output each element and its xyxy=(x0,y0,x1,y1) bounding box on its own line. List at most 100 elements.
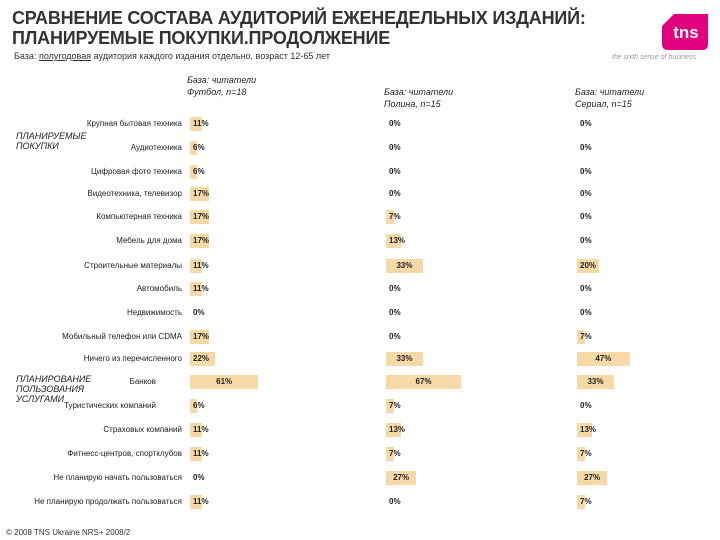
value-label-football: 0% xyxy=(193,308,205,317)
value-label-polina: 27% xyxy=(393,473,410,482)
value-label-serial: 0% xyxy=(580,236,592,245)
group-label-services: ПЛАНИРОВАНИЕ ПОЛЬЗОВАНИЯ УСЛУГАМИ xyxy=(16,374,92,404)
bar-football xyxy=(190,399,197,413)
column-header-football-line2: Футбол, n=18 xyxy=(187,87,247,97)
column-header-football: База: читатели Футбол, n=18 xyxy=(187,74,256,98)
category-label: Фитнесс-центров, спортклубов xyxy=(67,449,182,458)
value-label-polina: 7% xyxy=(389,401,401,410)
category-label: Не планирую продолжать пользоваться xyxy=(34,497,182,506)
bar-football xyxy=(190,423,203,437)
value-label-polina: 33% xyxy=(396,354,413,363)
value-label-polina: 13% xyxy=(389,425,406,434)
bar-football xyxy=(190,352,215,366)
value-label-polina: 0% xyxy=(389,284,401,293)
value-label-polina: 0% xyxy=(389,332,401,341)
category-label: Строительные материалы xyxy=(84,261,182,270)
bar-football xyxy=(190,495,203,509)
value-label-football: 6% xyxy=(193,143,205,152)
value-label-polina: 0% xyxy=(389,167,401,176)
page-title: СРАВНЕНИЕ СОСТАВА АУДИТОРИЙ ЕЖЕНЕДЕЛЬНЫХ… xyxy=(12,8,586,48)
value-label-serial: 0% xyxy=(580,167,592,176)
category-label: Ничего из перечисленного xyxy=(83,354,182,363)
category-label: Недвижимость xyxy=(126,308,182,317)
category-label: Компьютерная техника xyxy=(96,212,182,221)
tns-logo-shape xyxy=(662,14,708,50)
value-label-football: 22% xyxy=(193,354,210,363)
column-header-polina-line1: База: читатели xyxy=(384,87,454,97)
bar-polina xyxy=(386,352,423,366)
value-label-football: 0% xyxy=(193,473,205,482)
value-label-football: 11% xyxy=(193,261,209,270)
bar-serial xyxy=(577,330,585,344)
bar-polina xyxy=(386,210,394,224)
column-header-football-line1: База: читатели xyxy=(187,75,257,85)
value-label-polina: 67% xyxy=(415,377,432,386)
tns-logo-text: tns xyxy=(673,23,699,42)
value-label-football: 6% xyxy=(193,401,205,410)
bar-serial xyxy=(577,447,585,461)
value-label-football: 17% xyxy=(193,189,210,198)
value-label-football: 11% xyxy=(193,449,209,458)
base-description: База: полугодовая аудитория каждого изда… xyxy=(14,51,330,61)
value-label-football: 11% xyxy=(193,497,209,506)
value-label-polina: 33% xyxy=(396,261,413,270)
value-label-football: 6% xyxy=(193,167,205,176)
tns-tagline: the sixth sense of business xyxy=(612,54,697,61)
value-label-serial: 13% xyxy=(580,425,597,434)
category-label: Туристических компаний xyxy=(64,401,156,410)
value-label-serial: 0% xyxy=(580,308,592,317)
value-label-football: 61% xyxy=(216,377,233,386)
bar-serial xyxy=(577,471,608,485)
category-label: Видеотехника, телевизор xyxy=(87,189,182,198)
base-rest: аудитория каждого издания отдельно, возр… xyxy=(91,51,330,61)
bar-football xyxy=(190,141,197,155)
title-line-2: ПЛАНИРУЕМЫЕ ПОКУПКИ.ПРОДОЛЖЕНИЕ xyxy=(12,28,391,48)
value-label-polina: 0% xyxy=(389,497,401,506)
value-label-polina: 13% xyxy=(389,236,406,245)
value-label-football: 17% xyxy=(193,332,210,341)
bar-serial xyxy=(577,259,600,273)
column-header-polina-line2: Полина, n=15 xyxy=(384,99,441,109)
group-label-purchases: ПЛАНИРУЕМЫЕ ПОКУПКИ xyxy=(16,131,87,151)
value-label-polina: 0% xyxy=(389,143,401,152)
column-header-serial: База: читатели Сериал, n=15 xyxy=(575,86,644,110)
value-label-football: 17% xyxy=(193,212,210,221)
value-label-football: 11% xyxy=(193,425,209,434)
bar-football xyxy=(190,210,210,224)
bar-polina xyxy=(386,471,417,485)
bar-football xyxy=(190,447,203,461)
value-label-serial: 7% xyxy=(580,332,592,341)
bar-football xyxy=(190,234,210,248)
base-prefix: База: xyxy=(14,51,39,61)
category-label: Автомобиль xyxy=(136,284,182,293)
value-label-polina: 7% xyxy=(389,449,401,458)
bar-polina xyxy=(386,447,394,461)
value-label-serial: 0% xyxy=(580,284,592,293)
category-label: Банков xyxy=(129,377,156,386)
value-label-serial: 7% xyxy=(580,497,592,506)
value-label-serial: 27% xyxy=(584,473,601,482)
value-label-football: 17% xyxy=(193,236,210,245)
tns-logo: tns xyxy=(662,14,708,50)
category-label: Мебель для дома xyxy=(116,236,182,245)
value-label-serial: 47% xyxy=(595,354,612,363)
bar-football xyxy=(190,259,203,273)
bar-football xyxy=(190,117,203,131)
value-label-polina: 0% xyxy=(389,119,401,128)
bar-polina xyxy=(386,259,423,273)
bar-serial xyxy=(577,495,585,509)
value-label-polina: 7% xyxy=(389,212,401,221)
bar-polina xyxy=(386,423,401,437)
bar-football xyxy=(190,282,203,296)
bar-polina xyxy=(386,399,394,413)
column-header-serial-line2: Сериал, n=15 xyxy=(575,99,632,109)
value-label-football: 11% xyxy=(193,284,209,293)
value-label-serial: 33% xyxy=(587,377,604,386)
value-label-serial: 0% xyxy=(580,401,592,410)
bar-serial xyxy=(577,375,614,389)
value-label-serial: 0% xyxy=(580,189,592,198)
bar-football xyxy=(190,165,197,179)
bar-football xyxy=(190,187,210,201)
category-label: Не планирую начать пользоваться xyxy=(53,473,182,482)
category-label: Цифровая фото техника xyxy=(91,167,182,176)
